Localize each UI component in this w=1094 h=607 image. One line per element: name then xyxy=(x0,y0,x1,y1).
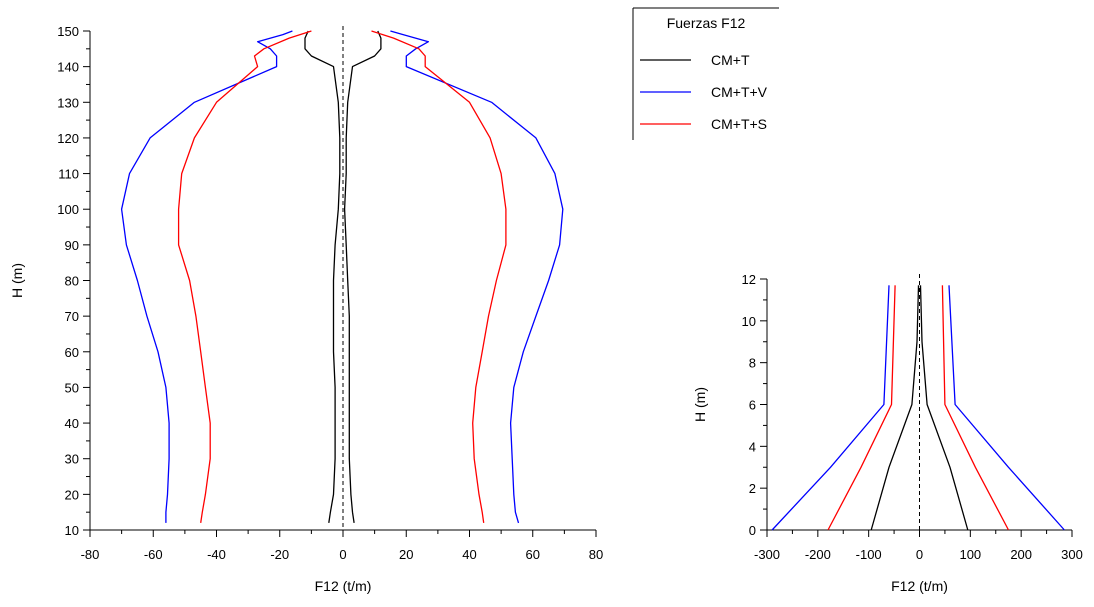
inset-x-tick-label: 200 xyxy=(1010,547,1032,562)
legend-label-cmts: CM+T+S xyxy=(711,116,767,132)
main-x-tick-label: -20 xyxy=(270,547,289,562)
chart-inset: -300 -200 -100 0 100 200 300 0 2 4 6 8 10 12 F12 (t/m)… xyxy=(692,272,1083,594)
main-y-tick-label: 130 xyxy=(57,95,79,110)
main-y-tick-label: 120 xyxy=(57,131,79,146)
inset-x-tick-label: -300 xyxy=(754,547,780,562)
main-series-cm-t-s-right xyxy=(371,30,507,523)
main-y-tick-label: 30 xyxy=(65,452,79,467)
main-series-cm-t-right xyxy=(343,30,382,523)
inset-series-cm-t-s-left xyxy=(827,285,896,531)
main-series-cm-t-v-left xyxy=(120,30,293,523)
main-y-tick-label: 40 xyxy=(65,416,79,431)
main-y-tick-label: 150 xyxy=(57,24,79,39)
inset-series-cm-t-left xyxy=(870,285,920,531)
main-series-cm-t-s-left xyxy=(177,30,312,523)
legend: Fuerzas F12 CM+T CM+T+V CM+T+S xyxy=(632,7,779,140)
main-series-cm-t-v-right xyxy=(390,30,564,524)
inset-x-tick-label: 100 xyxy=(959,547,981,562)
inset-x-tick-label: -100 xyxy=(856,547,882,562)
inset-x-axis-title: F12 (t/m) xyxy=(891,578,948,594)
main-x-axis-title: F12 (t/m) xyxy=(315,578,372,594)
main-y-tick-label: 20 xyxy=(65,487,79,502)
inset-series-cm-t-v-left xyxy=(771,285,890,531)
main-y-tick-label: 90 xyxy=(65,238,79,253)
main-y-tick-label: 50 xyxy=(65,380,79,395)
main-y-axis-title: H (m) xyxy=(9,263,25,298)
main-x-tick-label: 0 xyxy=(339,547,346,562)
inset-y-tick-label: 8 xyxy=(749,356,756,371)
legend-label-cmt: CM+T xyxy=(711,52,750,68)
inset-y-axis-title: H (m) xyxy=(692,387,708,422)
main-y-tick-label: 60 xyxy=(65,345,79,360)
inset-y-tick-label: 0 xyxy=(749,523,756,538)
main-y-tick-label: 10 xyxy=(65,523,79,538)
main-y-tick-label: 110 xyxy=(58,167,79,182)
inset-x-tick-label: 300 xyxy=(1061,547,1083,562)
chart-main: -80 -60 -40 -20 0 20 40 60 80 10 20 30 40 50 60 70 80 90 1… xyxy=(9,24,603,594)
main-x-tick-label: -40 xyxy=(207,547,226,562)
main-y-tick-label: 140 xyxy=(57,60,79,75)
inset-y-tick-label: 10 xyxy=(742,314,756,329)
main-x-tick-label: 80 xyxy=(589,547,603,562)
inset-series-cm-t-right xyxy=(919,285,969,531)
main-y-tick-label: 70 xyxy=(65,309,79,324)
main-x-tick-label: 40 xyxy=(462,547,476,562)
main-y-tick-label: 100 xyxy=(57,202,79,217)
inset-y-tick-label: 2 xyxy=(749,481,756,496)
main-x-tick-label: 20 xyxy=(399,547,413,562)
inset-y-tick-label: 4 xyxy=(749,439,756,454)
main-x-tick-label: 60 xyxy=(526,547,540,562)
legend-label-cmtv: CM+T+V xyxy=(711,84,768,100)
inset-x-tick-label: -200 xyxy=(805,547,831,562)
main-x-tick-label: -80 xyxy=(81,547,100,562)
inset-x-tick-label: 0 xyxy=(916,547,923,562)
main-y-tick-label: 80 xyxy=(65,274,79,289)
inset-y-tick-label: 6 xyxy=(749,398,756,413)
inset-y-tick-label: 12 xyxy=(742,272,756,287)
main-x-tick-label: -60 xyxy=(144,547,163,562)
legend-title: Fuerzas F12 xyxy=(667,15,746,31)
main-series-cm-t-left xyxy=(304,30,341,523)
inset-series-cm-t-s-right xyxy=(941,285,1010,531)
inset-series-cm-t-v-right xyxy=(948,285,1065,531)
